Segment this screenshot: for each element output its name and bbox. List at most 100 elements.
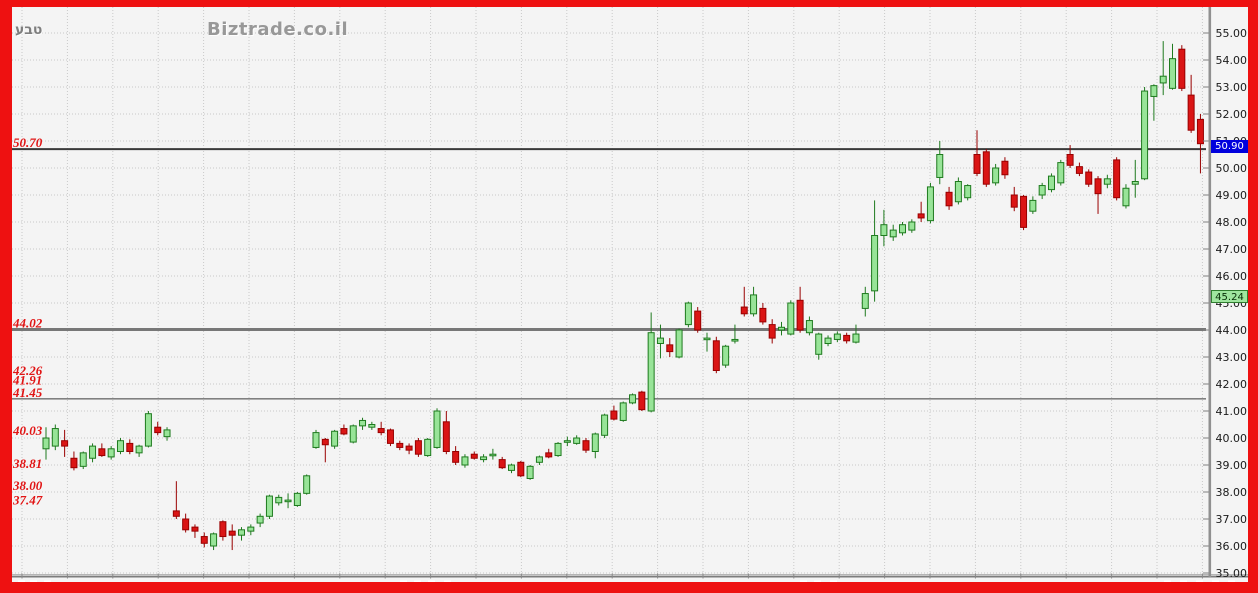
candle (545, 448, 553, 459)
candle (461, 454, 469, 468)
x-axis-label-fragment (1212, 580, 1219, 583)
candle (1020, 195, 1028, 231)
candle (1085, 169, 1093, 187)
candle (414, 438, 422, 457)
candle (172, 481, 180, 519)
y-axis-label: 49.00 (1216, 189, 1248, 202)
candle (1159, 41, 1167, 96)
y-axis-label: 37.00 (1216, 513, 1248, 526)
candle (973, 130, 981, 177)
candle (629, 393, 637, 405)
candle (1001, 157, 1009, 179)
candle (722, 344, 730, 368)
candle (1122, 184, 1130, 209)
y-axis-label: 48.00 (1216, 216, 1248, 229)
candle (70, 451, 78, 471)
y-axis-label: 38.00 (1216, 486, 1248, 499)
x-axis-label-fragment (444, 580, 451, 583)
candle (610, 405, 618, 421)
candle (238, 527, 246, 541)
grid (12, 7, 1206, 577)
candle (1131, 159, 1139, 198)
left-price-label: 40.03 (12, 423, 43, 438)
candle (116, 438, 124, 455)
x-axis-label-fragment (30, 580, 37, 583)
candle (331, 429, 339, 449)
candle (349, 424, 357, 444)
candle (1178, 45, 1186, 92)
candle (126, 439, 134, 455)
x-axis-label-fragment (1180, 580, 1187, 583)
x-axis-label-fragment (414, 580, 421, 583)
y-axis-label: 35.00 (1216, 567, 1248, 580)
candle (1113, 157, 1121, 201)
reference-price-tag: 45.24 (1211, 290, 1248, 304)
candles (42, 41, 1204, 551)
candle (61, 429, 69, 457)
y-axis-label: 55.00 (1216, 27, 1248, 40)
y-axis-label: 36.00 (1216, 540, 1248, 553)
candle (591, 432, 599, 459)
symbol-label: טבע (15, 22, 43, 38)
left-price-label: 41.91 (12, 372, 42, 387)
y-axis-label: 40.00 (1216, 432, 1248, 445)
x-axis-label-fragment (428, 580, 435, 583)
candle (303, 474, 311, 495)
left-price-label: 38.00 (12, 478, 43, 493)
candle (647, 312, 655, 413)
candle (619, 401, 627, 422)
y-axis-label: 39.00 (1216, 459, 1248, 472)
candle (917, 201, 925, 222)
candle (228, 524, 236, 551)
candle (98, 443, 106, 457)
candle (852, 324, 860, 344)
candle (861, 286, 869, 317)
candle (1169, 43, 1177, 90)
candle (731, 324, 739, 344)
candle (954, 177, 962, 205)
candle (1029, 196, 1037, 214)
candle (703, 332, 711, 352)
candle (777, 321, 785, 336)
candle (992, 163, 1000, 186)
candle (880, 209, 888, 247)
left-price-label: 37.47 (12, 492, 43, 507)
candle (275, 494, 283, 506)
x-axis-label-fragment (830, 580, 837, 583)
candle (51, 424, 59, 451)
y-axis-label: 52.00 (1216, 108, 1248, 121)
left-price-label: 42.26 (12, 363, 43, 378)
candle (182, 513, 190, 533)
candle (573, 435, 581, 445)
x-axis-label-fragment (44, 580, 51, 583)
candle (768, 319, 776, 344)
candle (815, 332, 823, 360)
x-axis-label-fragment (800, 580, 807, 583)
y-axis-label: 53.00 (1216, 81, 1248, 94)
x-axis-label-fragment (400, 580, 407, 583)
y-axis: 55.0054.0053.0052.0051.0050.0049.0048.00… (1203, 7, 1247, 580)
candle (470, 451, 478, 460)
candle (964, 184, 972, 201)
y-axis-label: 41.00 (1216, 405, 1248, 418)
x-axis-label-fragment (18, 580, 25, 583)
candle (368, 421, 376, 430)
candle (889, 224, 897, 241)
y-axis-label: 54.00 (1216, 54, 1248, 67)
candle (656, 324, 664, 359)
candle (89, 443, 97, 463)
candle (833, 331, 841, 343)
candle (1094, 176, 1102, 214)
candle (1141, 87, 1149, 181)
last-price-tag: 50.90 (1211, 139, 1248, 153)
candle (1150, 84, 1158, 121)
candle (712, 336, 720, 374)
candle (945, 186, 953, 210)
candle (508, 463, 515, 474)
candle (42, 427, 50, 460)
candle (1047, 173, 1055, 193)
candle (740, 286, 748, 317)
